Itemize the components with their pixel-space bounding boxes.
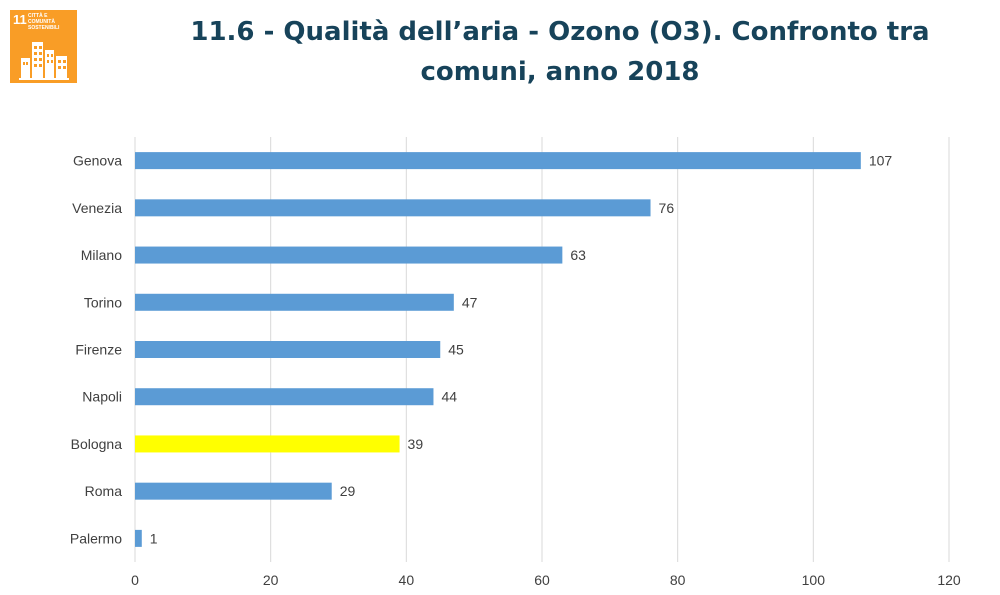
bar-napoli — [135, 388, 434, 406]
x-tick-label-40: 40 — [399, 572, 415, 588]
category-label-venezia: Venezia — [72, 200, 122, 216]
value-label-torino: 47 — [462, 294, 478, 310]
x-tick-label-20: 20 — [263, 572, 279, 588]
bar-genova — [135, 152, 861, 170]
bar-venezia — [135, 199, 651, 217]
sdg-badge-text: Città e comunità sostenibili — [28, 13, 60, 31]
value-label-venezia: 76 — [659, 200, 675, 216]
x-tick-label-100: 100 — [802, 572, 826, 588]
bar-firenze — [135, 341, 441, 358]
value-label-milano: 63 — [570, 247, 586, 263]
category-label-bologna: Bologna — [71, 436, 123, 452]
x-axis-tick-labels: 0 20 40 60 80 100 120 — [131, 572, 961, 588]
category-label-milano: Milano — [81, 247, 122, 263]
bars — [135, 152, 861, 547]
bar-palermo — [135, 529, 142, 547]
value-label-genova: 107 — [869, 153, 893, 169]
category-label-palermo: Palermo — [70, 530, 122, 546]
value-label-napoli: 44 — [441, 389, 457, 405]
sdg-badge-number: 11 — [13, 12, 27, 27]
value-label-firenze: 45 — [448, 342, 464, 358]
category-label-genova: Genova — [73, 153, 122, 169]
value-label-bologna: 39 — [408, 436, 424, 452]
category-labels: Genova Venezia Milano Torino Firenze Napoli Bo… — [70, 153, 122, 547]
x-tick-label-0: 0 — [131, 572, 139, 588]
category-label-firenze: Firenze — [75, 342, 122, 358]
bar-roma — [135, 482, 332, 500]
value-label-roma: 29 — [340, 483, 356, 499]
x-tick-label-60: 60 — [534, 572, 550, 588]
bar-bologna — [135, 435, 400, 453]
city-buildings-icon — [19, 42, 69, 80]
value-labels: 107 76 63 47 45 44 39 29 1 — [150, 153, 893, 547]
bar-milano — [135, 246, 563, 264]
sdg-11-badge: 11 Città e comunità sostenibili — [10, 10, 77, 83]
chart-title: 11.6 - Qualità dell’aria - Ozono (O3). C… — [190, 17, 930, 87]
value-label-palermo: 1 — [150, 530, 158, 546]
x-tick-label-80: 80 — [670, 572, 686, 588]
category-label-roma: Roma — [85, 483, 123, 499]
x-tick-label-120: 120 — [937, 572, 961, 588]
category-label-napoli: Napoli — [82, 389, 122, 405]
bar-torino — [135, 293, 454, 311]
category-label-torino: Torino — [84, 294, 122, 310]
